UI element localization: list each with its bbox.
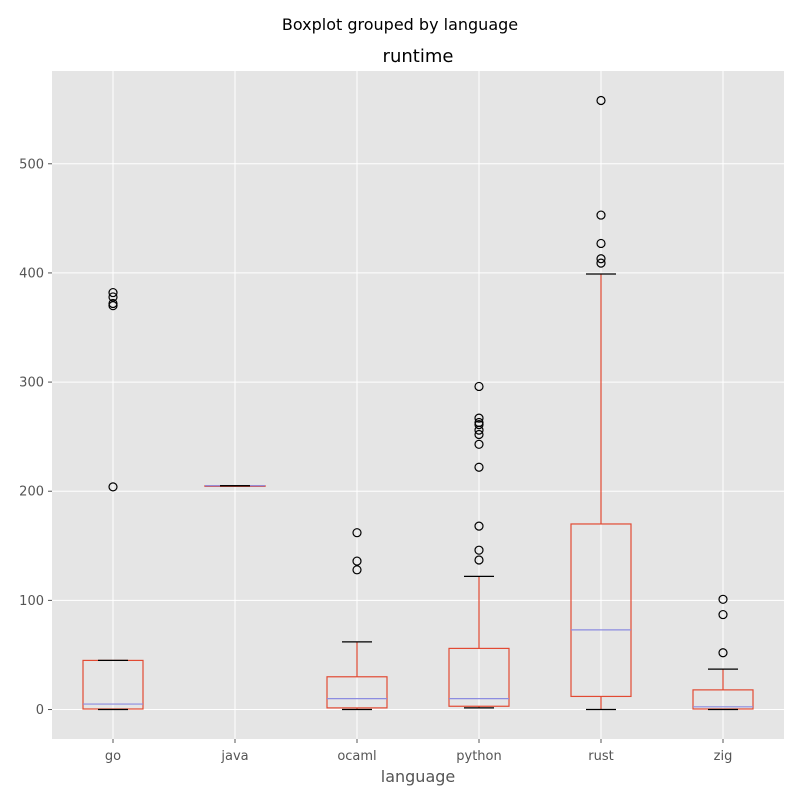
flier-point — [596, 210, 606, 220]
x-tick-label: go — [105, 749, 121, 764]
flier-point — [474, 545, 484, 555]
flier-point — [596, 95, 606, 106]
y-tick-label: 400 — [19, 266, 44, 281]
axes-title: runtime — [383, 46, 454, 67]
iqr-box — [448, 647, 510, 707]
flier-point — [352, 556, 362, 566]
flier-point — [352, 565, 362, 575]
box-zig — [692, 594, 754, 711]
flier-point — [474, 417, 484, 428]
x-axis-ticks: go java ocaml python rust zig — [105, 739, 732, 764]
flier-point — [474, 555, 484, 565]
flier-point — [474, 521, 484, 531]
box-java — [204, 485, 266, 487]
x-tick-label: zig — [714, 749, 733, 764]
y-axis-ticks: 0 100 200 300 400 500 — [19, 157, 52, 718]
boxes-layer — [82, 95, 754, 711]
box-rust — [570, 95, 632, 711]
flier-point — [108, 298, 118, 309]
chart-suptitle: Boxplot grouped by language — [282, 15, 518, 34]
flier-point — [596, 238, 606, 249]
y-tick-label: 300 — [19, 376, 44, 391]
flier-point — [718, 594, 728, 604]
y-tick-label: 200 — [19, 485, 44, 500]
flier-point — [474, 413, 484, 423]
flier-point — [474, 381, 484, 392]
flier-point — [474, 429, 484, 440]
x-tick-label: java — [220, 749, 248, 764]
flier-point — [108, 287, 118, 298]
flier-point — [718, 609, 728, 620]
x-tick-label: python — [456, 749, 501, 764]
x-tick-label: rust — [588, 749, 613, 764]
flier-point — [108, 482, 118, 492]
flier-point — [596, 254, 606, 264]
iqr-box — [570, 523, 632, 698]
flier-point — [108, 292, 118, 302]
y-tick-label: 0 — [36, 703, 44, 718]
box-ocaml — [326, 528, 388, 711]
x-tick-label: ocaml — [337, 749, 376, 764]
box-go — [82, 287, 144, 711]
box-python — [448, 381, 510, 709]
flier-point — [352, 528, 362, 538]
x-axis-label: language — [381, 767, 456, 786]
y-tick-label: 100 — [19, 594, 44, 609]
plot-area — [52, 71, 784, 739]
iqr-box — [326, 676, 388, 709]
y-tick-label: 500 — [19, 157, 44, 172]
flier-point — [596, 258, 606, 268]
flier-point — [474, 439, 484, 449]
flier-point — [718, 648, 728, 658]
flier-point — [474, 462, 484, 472]
